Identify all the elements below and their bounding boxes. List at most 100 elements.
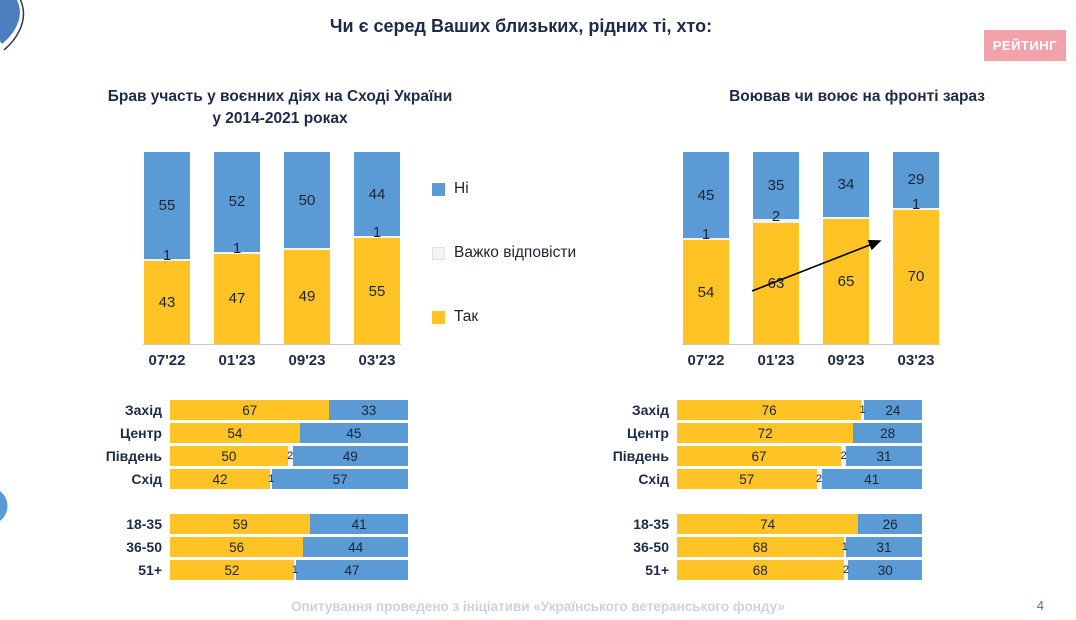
page-number: 4: [1036, 598, 1044, 613]
category-label: 07'22: [148, 352, 186, 369]
category-label: 03'23: [358, 352, 396, 369]
segment-blue: 34: [823, 152, 869, 218]
segment-blue: 31: [846, 446, 922, 466]
segment-yellow: 43: [144, 260, 190, 344]
left-column-chart: 55 1 43 52 1 47 50 49 44 1 55 07'22 01'23 09'23 03'23: [143, 152, 401, 369]
value-label: 1: [291, 564, 298, 576]
decorative-side-shape: [0, 491, 8, 521]
segment-yellow: 55: [354, 238, 400, 344]
bar-row: Схід 42 1 57: [88, 469, 408, 489]
segment-blue: 49: [292, 446, 408, 466]
value-label: 50: [221, 448, 237, 464]
plot-area: 55 1 43 52 1 47 50 49 44 1 55: [143, 152, 401, 345]
segment-yellow: 52: [170, 560, 294, 580]
value-label: 34: [837, 176, 855, 194]
legend-label: Ні: [454, 180, 469, 197]
stacked-bar: 44 1 55: [354, 152, 400, 344]
category-label: 03'23: [897, 352, 935, 369]
value-label: 52: [224, 562, 240, 578]
stacked-bar: 34 65: [823, 152, 869, 344]
category-label: 01'23: [218, 352, 256, 369]
row-label: 36-50: [633, 539, 669, 555]
value-label: 67: [751, 448, 767, 464]
value-label: 35: [767, 177, 785, 195]
segment-neutral: 1: [268, 469, 275, 489]
value-label: 67: [242, 402, 258, 418]
segment-neutral: 1: [144, 248, 190, 263]
row-label: Південь: [105, 448, 162, 464]
row-label: 18-35: [126, 516, 162, 532]
segment-neutral: 2: [816, 469, 822, 489]
segment-yellow: 56: [170, 537, 304, 557]
bar-row: Захід 76 1 24: [595, 400, 922, 420]
stacked-bar: 45 1 54: [683, 152, 729, 344]
category-axis: 07'22 01'23 09'23 03'23: [143, 352, 401, 369]
segment-neutral: [823, 217, 869, 220]
bar-track: 54 45: [170, 423, 408, 443]
legend-item: Так: [432, 308, 576, 326]
legend-label: Важко відповісти: [454, 244, 577, 261]
value-label: 43: [158, 293, 176, 311]
left-chart-title: Брав участь у воєнних діях на Сході Укра…: [107, 88, 453, 128]
bar-row: 36-50 68 1 31: [595, 537, 922, 557]
bar-track: 59 41: [170, 514, 408, 534]
bar-track: 68 2 30: [677, 560, 922, 580]
segment-yellow: 65: [823, 219, 869, 344]
segment-neutral: [284, 248, 330, 250]
value-label: 76: [761, 402, 777, 418]
value-label: 49: [342, 448, 358, 464]
value-label: 31: [876, 448, 892, 464]
row-label: Південь: [612, 448, 669, 464]
row-label: Центр: [119, 425, 162, 441]
value-label: 57: [332, 471, 348, 487]
legend-swatch-blue: [432, 182, 445, 196]
value-label: 1: [841, 541, 848, 553]
segment-yellow: 50: [170, 446, 288, 466]
segment-yellow: 70: [893, 209, 939, 344]
segment-yellow: 47: [214, 253, 260, 344]
bar-track: 42 1 57: [170, 469, 408, 489]
value-label: 50: [298, 191, 316, 209]
segment-yellow: 49: [284, 249, 330, 344]
segment-yellow: 67: [170, 400, 330, 420]
stacked-bar: 50 49: [284, 152, 330, 344]
page-title: Чи є серед Ваших близьких, рідних ті, хт…: [329, 16, 713, 36]
segment-yellow: 76: [677, 400, 862, 420]
value-label: 49: [298, 288, 316, 306]
bar-row: Захід 67 33: [88, 400, 408, 420]
value-label: 1: [911, 195, 921, 213]
row-label: 51+: [645, 562, 669, 578]
bar-row: 51+ 52 1 47: [88, 560, 408, 580]
segment-neutral: 1: [214, 241, 260, 256]
bar-track: 50 2 49: [170, 446, 408, 466]
segment-blue: 57: [272, 469, 408, 489]
segment-blue: 45: [299, 423, 408, 443]
segment-yellow: 63: [753, 223, 799, 344]
value-label: 72: [757, 425, 773, 441]
value-label: 57: [739, 471, 755, 487]
row-label: Центр: [626, 425, 669, 441]
segment-neutral: 1: [859, 400, 866, 420]
segment-neutral: 1: [841, 537, 848, 557]
value-label: 52: [228, 193, 246, 211]
value-label: 41: [864, 471, 880, 487]
value-label: 47: [228, 290, 246, 308]
bar-track: 67 2 31: [677, 446, 922, 466]
bar-track: 56 44: [170, 537, 408, 557]
segment-yellow: 74: [677, 514, 859, 534]
value-label: 1: [701, 226, 711, 244]
left-region-bars: Захід 67 33 Центр 54 45 Південь 50 2 49 Схід 42 1 57: [88, 400, 408, 492]
stacked-bar: 35 2 63: [753, 152, 799, 344]
segment-yellow: 54: [683, 240, 729, 344]
bar-row: 18-35 74 26: [595, 514, 922, 534]
value-label: 2: [842, 564, 850, 576]
value-label: 68: [752, 562, 768, 578]
value-label: 1: [372, 224, 382, 242]
value-label: 45: [346, 425, 362, 441]
segment-neutral: 1: [893, 197, 939, 212]
right-region-bars: Захід 76 1 24 Центр 72 28 Південь 67 2 31 Схід 57 2 41: [595, 400, 922, 492]
value-label: 45: [697, 186, 715, 204]
value-label: 2: [840, 450, 847, 462]
value-label: 1: [268, 473, 275, 485]
